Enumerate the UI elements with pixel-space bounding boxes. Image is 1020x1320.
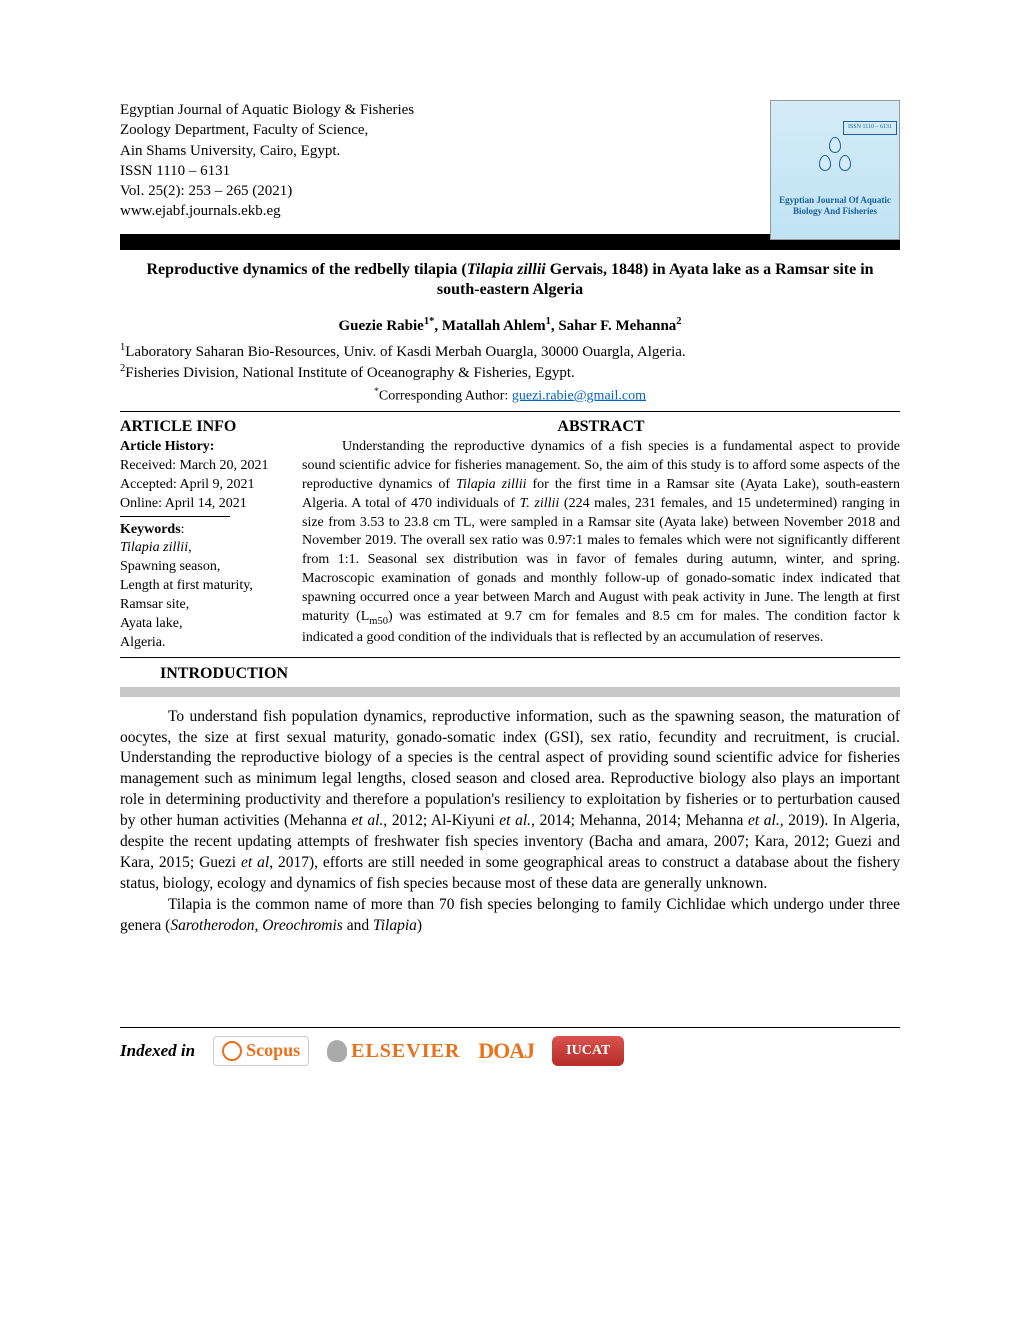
title-pre: Reproductive dynamics of the redbelly ti… (146, 261, 466, 278)
cover-drops-icon (815, 137, 855, 187)
affiliation2: 2Fisheries Division, National Institute … (120, 362, 900, 384)
keyword-5: Ayata lake, (120, 615, 290, 634)
history-label: Article History: (120, 438, 290, 457)
intro-para-2: Tilapia is the common name of more than … (120, 895, 900, 937)
introduction-body: To understand fish population dynamics, … (120, 707, 900, 937)
title-species: Tilapia zillii (467, 261, 546, 278)
corr-email[interactable]: guezi.rabie@gmail.com (512, 388, 646, 403)
gray-section-bar (120, 687, 900, 697)
introduction-heading: INTRODUCTION (120, 664, 900, 685)
author3: , Sahar F. Mehanna (551, 318, 676, 334)
abstract-text: Understanding the reproductive dynamics … (302, 438, 900, 648)
abstract-column: ABSTRACT Understanding the reproductive … (302, 416, 900, 652)
elsevier-tree-icon (327, 1040, 347, 1062)
indexed-label: Indexed in (120, 1040, 195, 1062)
accepted-date: Accepted: April 9, 2021 (120, 476, 290, 495)
online-date: Online: April 14, 2021 (120, 495, 290, 514)
authors: Guezie Rabie1*, Matallah Ahlem1, Sahar F… (120, 315, 900, 337)
article-title: Reproductive dynamics of the redbelly ti… (130, 260, 890, 302)
keyword-4: Ramsar site, (120, 596, 290, 615)
horizontal-rule (120, 411, 900, 412)
elsevier-badge: ELSEVIER (327, 1038, 460, 1064)
cover-issn: ISSN 1110 – 6131 (843, 121, 897, 135)
footer-indexing: Indexed in Scopus ELSEVIER DOAJ IUCAT (120, 1027, 900, 1066)
affiliation1: 1Laboratory Saharan Bio-Resources, Univ.… (120, 341, 900, 363)
article-info-heading: ARTICLE INFO (120, 416, 290, 438)
keywords-label: Keywords (120, 522, 181, 537)
keyword-3: Length at first maturity, (120, 577, 290, 596)
info-abstract-row: ARTICLE INFO Article History: Received: … (120, 416, 900, 652)
journal-cover-image: ISSN 1110 – 6131 Egyptian Journal Of Aqu… (770, 100, 900, 240)
doaj-badge: DOAJ (478, 1037, 534, 1066)
keyword-1: Tilapia zillii, (120, 539, 290, 558)
cover-title: Egyptian Journal Of Aquatic Biology And … (771, 191, 899, 221)
header: Egyptian Journal of Aquatic Biology & Fi… (120, 100, 900, 222)
keyword-6: Algeria. (120, 634, 290, 653)
short-underline (120, 516, 230, 517)
article-info-column: ARTICLE INFO Article History: Received: … (120, 416, 290, 652)
affil2-text: Fisheries Division, National Institute o… (125, 365, 575, 381)
corr-label: Corresponding Author: (379, 388, 512, 403)
scopus-badge: Scopus (213, 1036, 309, 1065)
horizontal-rule-2 (120, 657, 900, 658)
abstract-heading: ABSTRACT (302, 416, 900, 438)
author1: Guezie Rabie (338, 318, 423, 334)
keywords-block: Keywords: Tilapia zillii, Spawning seaso… (120, 521, 290, 653)
author3-sup: 2 (676, 316, 681, 327)
corresponding-author: *Corresponding Author: guezi.rabie@gmail… (120, 386, 900, 406)
keywords-colon: : (181, 522, 185, 537)
received-date: Received: March 20, 2021 (120, 457, 290, 476)
author1-sup: 1* (424, 316, 435, 327)
intro-para-1: To understand fish population dynamics, … (120, 707, 900, 895)
author2: , Matallah Ahlem (434, 318, 545, 334)
keyword-2: Spawning season, (120, 558, 290, 577)
affil1-text: Laboratory Saharan Bio-Resources, Univ. … (125, 344, 685, 360)
iucat-badge: IUCAT (552, 1036, 624, 1066)
